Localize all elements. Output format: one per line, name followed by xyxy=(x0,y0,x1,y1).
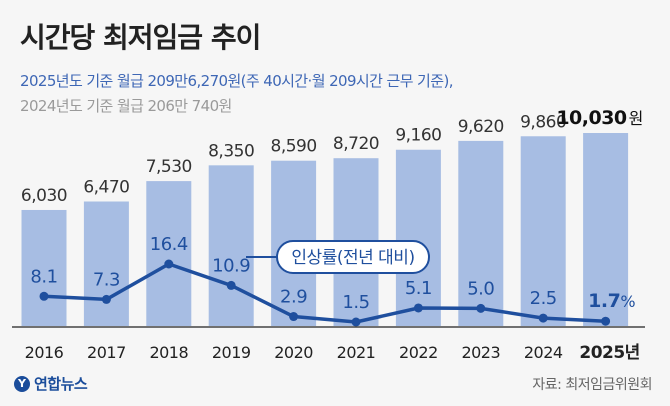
source-note: 자료: 최저임금위원회 xyxy=(532,377,652,393)
wage-value-label: 8,590 xyxy=(271,137,317,157)
wage-value-label: 6,470 xyxy=(83,178,129,198)
wage-value-label: 9,160 xyxy=(395,126,441,146)
wage-value-label: 8,350 xyxy=(208,141,254,161)
rate-point xyxy=(39,291,49,301)
x-tick-label: 2023 xyxy=(461,343,500,362)
legend-label: 인상률(전년 대비) xyxy=(291,248,414,268)
yonhap-logo: Y 연합뉴스 xyxy=(14,373,88,394)
wage-bar xyxy=(208,165,254,326)
rate-point xyxy=(289,312,299,322)
rate-value-label: 1.7% xyxy=(588,290,635,312)
subtitle-current-wage: 2025년도 기준 월급 209만6,270원(주 40시간·월 209시간 근… xyxy=(20,72,453,90)
yonhap-logo-text: 연합뉴스 xyxy=(34,375,88,393)
yonhap-logo-icon: Y xyxy=(14,375,30,392)
wage-bar xyxy=(83,201,129,326)
rate-line xyxy=(42,262,608,324)
wage-bar xyxy=(520,136,566,326)
wage-bar xyxy=(395,149,441,326)
wage-value-label: 7,530 xyxy=(146,157,192,177)
chart-title: 시간당 최저임금 추이 xyxy=(20,21,261,54)
x-tick-label: 2018 xyxy=(149,343,188,362)
legend-box xyxy=(276,240,430,274)
wage-bar xyxy=(146,181,192,326)
wage-value-label: 10,030 원 xyxy=(556,107,643,129)
x-tick-label: 2022 xyxy=(399,343,438,362)
x-tick-label: 2016 xyxy=(25,343,64,362)
x-tick-label: 2020 xyxy=(274,343,313,362)
wage-bar xyxy=(21,209,67,326)
x-tick-label: 2021 xyxy=(337,343,376,362)
x-tick-label: 2025년 xyxy=(579,343,639,363)
rate-value-label: 7.3 xyxy=(93,269,120,290)
rate-point xyxy=(226,280,236,290)
rate-point xyxy=(601,316,611,326)
rate-point xyxy=(351,317,361,327)
x-tick-label: 2017 xyxy=(87,343,126,362)
rate-value-label: 16.4 xyxy=(150,234,188,255)
rate-value-label: 10.9 xyxy=(212,255,250,276)
rate-point xyxy=(476,303,486,313)
wage-value-label: 9,860 xyxy=(520,112,566,132)
x-tick-label: 2024 xyxy=(524,343,563,362)
rate-value-label: 8.1 xyxy=(30,266,57,287)
rate-value-label: 2.9 xyxy=(280,287,307,308)
rate-point xyxy=(164,259,174,269)
rate-point xyxy=(101,294,111,304)
wage-value-label: 6,030 xyxy=(21,186,67,206)
wage-bar xyxy=(458,140,504,326)
wage-value-label: 8,720 xyxy=(333,134,379,154)
rate-point xyxy=(538,313,548,323)
wage-bar xyxy=(583,133,629,326)
subtitle-previous-wage: 2024년도 기준 월급 206만 740원 xyxy=(20,97,232,115)
x-tick-label: 2019 xyxy=(212,343,251,362)
rate-value-label: 1.5 xyxy=(342,292,369,313)
wage-value-label: 9,620 xyxy=(458,117,504,137)
rate-point xyxy=(413,303,423,313)
rate-value-label: 2.5 xyxy=(530,288,557,309)
rate-value-label: 5.0 xyxy=(467,278,494,299)
rate-value-label: 5.1 xyxy=(405,278,432,299)
